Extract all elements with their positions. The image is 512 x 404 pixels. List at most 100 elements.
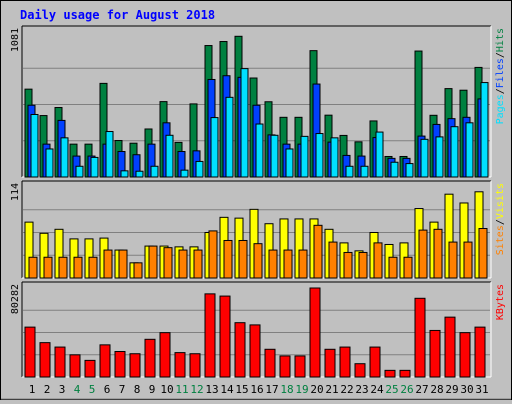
bar-pages-day-25 (390, 161, 399, 178)
bar-sites-day-19 (298, 249, 308, 279)
x-tick-label-day-8: 8 (134, 383, 141, 396)
panel-kbytes: 80282 KBytes (10, 281, 506, 378)
legend: KBytes (495, 284, 506, 320)
bar-sites-day-15 (238, 239, 248, 279)
x-tick-label-day-21: 21 (325, 383, 338, 396)
legend-entry: KBytes (495, 284, 506, 320)
bar-pages-day-18 (285, 148, 294, 178)
bar-kbytes-day-24 (369, 346, 381, 378)
bar-sites-day-13 (208, 230, 218, 279)
x-tick-label-day-10: 10 (160, 383, 173, 396)
bar-pages-day-21 (330, 137, 339, 178)
x-tick-label-day-22: 22 (340, 383, 353, 396)
legend-entry: / (495, 52, 506, 58)
x-tick-label-day-24: 24 (370, 383, 384, 396)
x-tick-label-day-9: 9 (149, 383, 156, 396)
x-tick-label-day-30: 30 (460, 383, 473, 396)
bar-sites-day-5 (88, 256, 98, 279)
legend-entry: Hits (495, 28, 506, 52)
bar-pages-day-15 (240, 68, 249, 178)
bar-sites-day-18 (283, 249, 293, 279)
bar-kbytes-day-9 (144, 338, 156, 378)
bar-kbytes-day-29 (444, 316, 456, 378)
bar-kbytes-day-23 (354, 363, 366, 378)
x-tick-label-day-15: 15 (235, 383, 248, 396)
x-tick-label-day-17: 17 (265, 383, 278, 396)
bar-kbytes-day-5 (84, 359, 96, 378)
bar-pages-day-28 (435, 136, 444, 178)
bar-pages-day-17 (270, 134, 279, 178)
x-tick-label-day-1: 1 (29, 383, 36, 396)
bar-kbytes-day-31 (474, 326, 486, 378)
x-tick-label-day-6: 6 (104, 383, 111, 396)
bar-sites-day-29 (448, 241, 458, 279)
bar-kbytes-day-21 (324, 348, 336, 378)
bar-pages-day-7 (120, 170, 129, 178)
bar-pages-day-11 (180, 169, 189, 178)
bar-kbytes-day-27 (414, 297, 426, 378)
bar-sites-day-6 (103, 249, 113, 279)
x-tick-label-day-3: 3 (59, 383, 66, 396)
bar-kbytes-day-26 (399, 369, 411, 378)
bar-kbytes-day-3 (54, 346, 66, 378)
bar-pages-day-27 (420, 138, 429, 178)
x-tick-label-day-27: 27 (415, 383, 428, 396)
bar-pages-day-14 (225, 96, 234, 178)
x-tick-label-day-23: 23 (355, 383, 368, 396)
x-tick-label-day-11: 11 (175, 383, 188, 396)
bar-kbytes-day-7 (114, 351, 126, 378)
bar-pages-day-2 (45, 148, 54, 178)
bar-sites-day-30 (463, 241, 473, 279)
bar-kbytes-day-14 (219, 295, 231, 378)
bar-sites-day-26 (403, 256, 413, 279)
legend-entry: Pages (495, 94, 506, 124)
x-tick-label-day-4: 4 (74, 383, 81, 396)
bar-kbytes-day-1 (24, 326, 36, 378)
bar-pages-day-12 (195, 160, 204, 178)
bar-kbytes-day-22 (339, 346, 351, 378)
bar-pages-day-4 (75, 165, 84, 178)
bar-kbytes-day-13 (204, 293, 216, 378)
chart-title: Daily usage for August 2018 (20, 8, 215, 22)
bar-kbytes-day-10 (159, 332, 171, 378)
bar-pages-day-19 (300, 135, 309, 178)
x-tick-label-day-31: 31 (475, 383, 488, 396)
x-tick-label-day-18: 18 (280, 383, 293, 396)
y-max-label: 114 (10, 183, 21, 201)
bar-kbytes-day-25 (384, 369, 396, 378)
bar-sites-day-2 (43, 256, 53, 279)
bar-kbytes-day-4 (69, 354, 81, 378)
legend-entry: Files (495, 58, 506, 88)
bar-kbytes-day-28 (429, 329, 441, 378)
bar-pages-day-22 (345, 165, 354, 178)
bar-sites-day-10 (163, 247, 173, 279)
bar-pages-day-23 (360, 165, 369, 178)
bar-sites-day-20 (313, 224, 323, 279)
panel-visits_sites: 114 Sites/Visits (10, 180, 506, 279)
bar-sites-day-8 (133, 262, 143, 279)
x-tick-label-day-12: 12 (190, 383, 203, 396)
bar-pages-day-3 (60, 137, 69, 178)
x-axis-labels: 1 2 3 4 5 6 7 8 9 10 11 12 13 14 15 16 17 18 19 20 21 22 23 24 2… (29, 383, 489, 396)
bar-pages-day-9 (150, 165, 159, 178)
bar-pages-day-6 (105, 131, 114, 178)
bar-kbytes-day-30 (459, 332, 471, 378)
legend-entry: Sites (495, 225, 506, 255)
bar-kbytes-day-18 (279, 355, 291, 378)
bar-sites-day-25 (388, 256, 398, 279)
x-tick-label-day-7: 7 (119, 383, 126, 396)
bar-pages-day-24 (375, 131, 384, 178)
bar-pages-day-10 (165, 134, 174, 178)
bar-sites-day-9 (148, 245, 158, 279)
bar-pages-day-31 (480, 82, 489, 178)
bar-kbytes-day-12 (189, 353, 201, 378)
bar-kbytes-day-19 (294, 355, 306, 378)
bar-pages-day-26 (405, 163, 414, 178)
bar-pages-day-30 (465, 122, 474, 178)
bar-sites-day-27 (418, 229, 428, 279)
legend-entry: Visits (495, 183, 506, 219)
bar-sites-day-16 (253, 243, 263, 279)
x-tick-label-day-5: 5 (89, 383, 96, 396)
